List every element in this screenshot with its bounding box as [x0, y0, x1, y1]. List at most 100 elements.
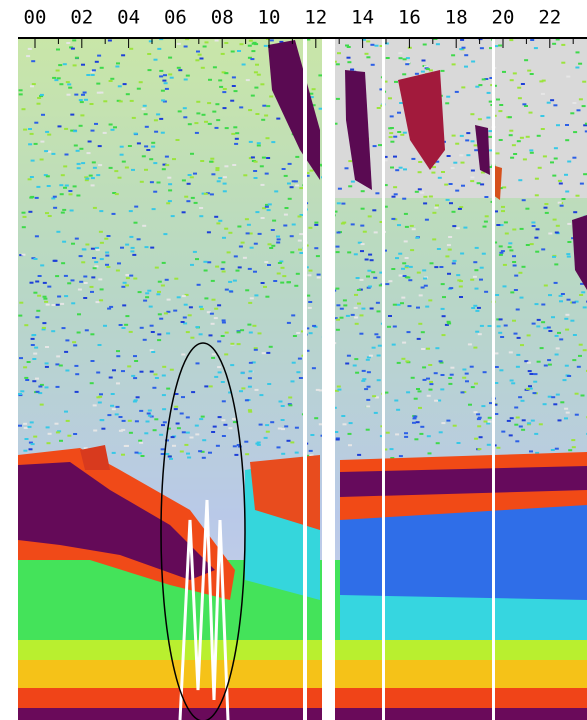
noise-pixel [486, 116, 491, 119]
noise-pixel [529, 151, 534, 154]
noise-pixel [402, 131, 407, 134]
noise-pixel [274, 190, 279, 193]
noise-pixel [518, 271, 523, 274]
noise-pixel [39, 93, 44, 96]
noise-pixel [174, 393, 179, 395]
noise-pixel [276, 235, 280, 238]
noise-pixel [581, 105, 586, 108]
noise-pixel [67, 282, 72, 285]
time-label: 12 [304, 7, 327, 29]
red-layer [18, 688, 587, 710]
noise-pixel [41, 113, 45, 116]
noise-pixel [529, 73, 534, 75]
noise-pixel [525, 135, 530, 138]
noise-pixel [203, 260, 208, 263]
noise-pixel [169, 368, 174, 371]
noise-pixel [82, 91, 87, 94]
noise-pixel [470, 140, 475, 143]
noise-pixel [85, 177, 90, 180]
noise-pixel [575, 51, 580, 54]
noise-pixel [42, 295, 47, 298]
noise-pixel [113, 126, 117, 129]
noise-pixel [214, 307, 219, 310]
noise-pixel [24, 376, 29, 379]
noise-pixel [97, 401, 102, 404]
noise-pixel [165, 453, 170, 455]
noise-pixel [576, 365, 581, 368]
noise-pixel [378, 144, 382, 147]
noise-pixel [38, 385, 43, 388]
noise-pixel [507, 116, 512, 119]
noise-pixel [121, 370, 125, 373]
noise-pixel [455, 189, 460, 192]
noise-pixel [472, 275, 477, 278]
noise-pixel [415, 421, 420, 424]
noise-pixel [149, 349, 154, 352]
noise-pixel [477, 416, 482, 419]
noise-pixel [581, 291, 586, 294]
noise-pixel [305, 327, 310, 330]
noise-pixel [162, 408, 167, 411]
noise-pixel [147, 69, 152, 72]
noise-pixel [259, 394, 264, 397]
noise-pixel [66, 93, 71, 96]
noise-pixel [19, 357, 23, 360]
noise-pixel [579, 182, 584, 185]
noise-pixel [562, 379, 567, 382]
noise-pixel [58, 64, 63, 67]
noise-pixel [30, 337, 35, 340]
noise-pixel [34, 346, 39, 349]
noise-pixel [306, 294, 311, 297]
noise-pixel [455, 227, 460, 230]
noise-pixel [475, 330, 480, 333]
noise-pixel [364, 258, 369, 261]
noise-pixel [210, 279, 215, 282]
noise-pixel [251, 50, 256, 53]
noise-pixel [179, 450, 184, 453]
noise-pixel [315, 255, 320, 258]
noise-pixel [564, 417, 568, 420]
noise-pixel [138, 81, 143, 84]
noise-pixel [208, 385, 213, 388]
noise-pixel [418, 322, 423, 325]
noise-pixel [421, 348, 426, 350]
noise-pixel [299, 187, 304, 190]
noise-pixel [566, 298, 571, 301]
noise-pixel [72, 39, 77, 42]
noise-pixel [157, 333, 162, 336]
noise-pixel [529, 373, 534, 375]
noise-pixel [96, 91, 101, 94]
noise-pixel [292, 335, 297, 337]
noise-pixel [133, 399, 138, 402]
noise-pixel [114, 193, 119, 196]
noise-pixel [97, 344, 102, 346]
noise-pixel [146, 149, 151, 151]
noise-pixel [473, 144, 478, 147]
noise-pixel [110, 404, 115, 407]
noise-pixel [416, 306, 420, 309]
noise-pixel [88, 174, 93, 177]
noise-pixel [208, 451, 212, 454]
noise-pixel [77, 313, 81, 316]
noise-pixel [405, 360, 410, 363]
noise-pixel [406, 391, 411, 394]
noise-pixel [540, 92, 545, 95]
noise-pixel [479, 278, 483, 281]
noise-pixel [187, 123, 192, 126]
noise-pixel [555, 38, 560, 41]
noise-pixel [90, 129, 95, 132]
noise-pixel [509, 417, 514, 420]
noise-pixel [167, 455, 172, 458]
noise-pixel [515, 440, 520, 443]
noise-pixel [565, 124, 569, 126]
noise-pixel [474, 437, 479, 440]
noise-pixel [182, 316, 187, 319]
noise-pixel [238, 245, 243, 248]
noise-pixel [461, 46, 466, 49]
noise-pixel [488, 149, 493, 152]
noise-pixel [211, 356, 216, 359]
noise-pixel [176, 427, 181, 430]
noise-pixel [44, 362, 49, 365]
noise-pixel [564, 407, 569, 410]
noise-pixel [46, 185, 51, 187]
